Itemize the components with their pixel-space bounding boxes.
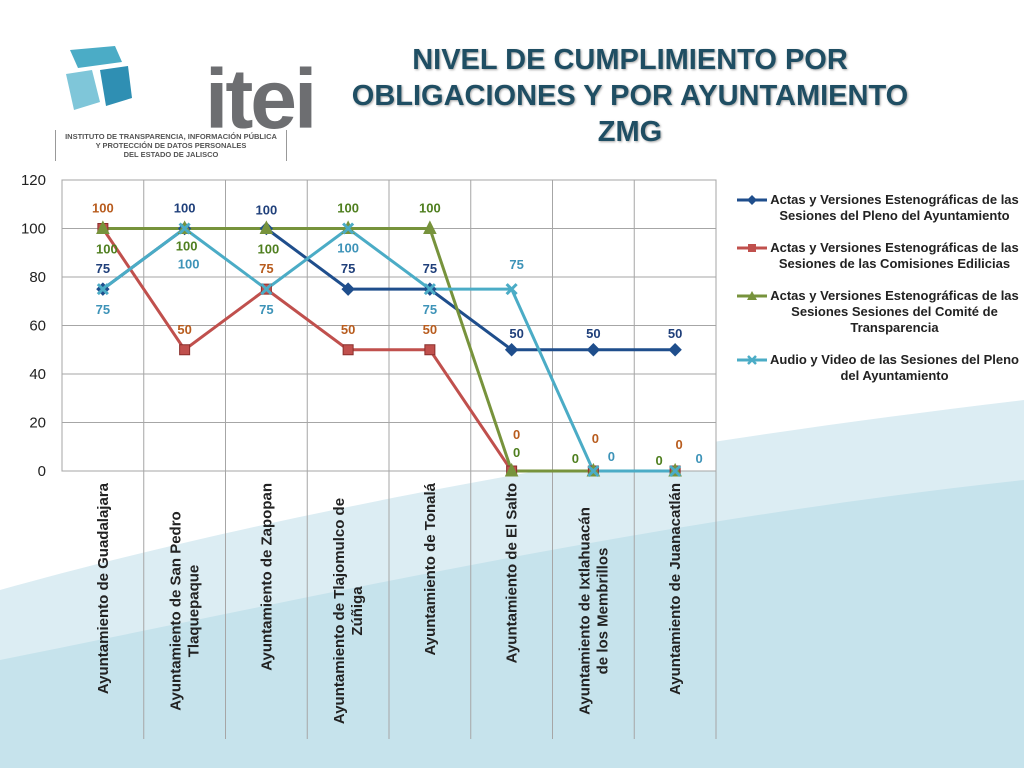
x-tick-label: Tlaquepaque [186, 565, 203, 658]
data-label: 100 [174, 201, 196, 216]
data-label: 75 [259, 302, 273, 317]
x-tick-label: Ayuntamiento de Zapopan [258, 483, 275, 671]
data-label: 100 [337, 241, 359, 256]
chart-legend: Actas y Versiones Estenográficas de las … [737, 192, 1022, 400]
series-1-point [341, 282, 355, 296]
data-label: 75 [96, 302, 110, 317]
data-label: 100 [256, 203, 278, 218]
data-label: 75 [96, 261, 110, 276]
data-label: 0 [676, 437, 683, 452]
x-tick-label: Ayuntamiento de Juanacatlán [667, 483, 684, 695]
y-tick-label: 40 [29, 366, 46, 383]
series-1-point [668, 343, 682, 357]
data-label: 75 [509, 257, 523, 272]
data-label: 75 [423, 302, 437, 317]
series-line-4 [101, 226, 676, 473]
data-label: 0 [656, 453, 663, 468]
legend-key-4 [737, 355, 767, 365]
legend-item-3: Actas y Versiones Estenográficas de las … [737, 288, 1022, 336]
series-3-point [96, 220, 110, 234]
series-3-point [504, 462, 519, 477]
data-label: 100 [92, 201, 114, 216]
data-label: 0 [513, 427, 520, 442]
logo-wordmark: itei [205, 52, 317, 146]
x-tick-label: Ayuntamiento de Ixtlahuacán [576, 507, 593, 715]
series-1-point [504, 343, 519, 357]
series-3-point [259, 220, 274, 234]
series-2-point [179, 344, 191, 356]
x-tick-label: Ayuntamiento de Tlajomulco de [331, 498, 348, 724]
data-label: 100 [178, 257, 200, 272]
series-3-point [423, 220, 437, 234]
page-title: NIVEL DE CUMPLIMIENTO POR OBLIGACIONES Y… [305, 42, 955, 150]
series-4-point [260, 283, 273, 296]
legend-item-4: Audio y Video de las Sesiones del Pleno … [737, 352, 1022, 384]
data-label: 100 [337, 201, 359, 216]
x-tick-label: Ayuntamiento de El Salto [504, 483, 521, 663]
y-tick-label: 0 [38, 463, 46, 480]
x-tick-label: de los Membrillos [594, 548, 611, 675]
data-label: 50 [423, 322, 437, 337]
x-tick-label: Ayuntamiento de San Pedro [168, 511, 185, 710]
legend-item-2: Actas y Versiones Estenográficas de las … [737, 240, 1022, 272]
data-label: 100 [176, 239, 198, 254]
data-label: 0 [572, 451, 579, 466]
y-tick-label: 100 [21, 221, 46, 238]
legend-key-3 [737, 291, 767, 300]
legend-key-2 [737, 244, 767, 252]
y-tick-label: 60 [29, 318, 46, 335]
series-4-point [423, 283, 436, 296]
title-line-2: OBLIGACIONES Y POR AYUNTAMIENTO [351, 80, 909, 112]
series-1-point [586, 343, 601, 357]
legend-label: Actas y Versiones Estenográficas de las … [770, 240, 1019, 271]
x-tick-label: Zúñiga [349, 586, 366, 636]
x-tick-label: Ayuntamiento de Guadalajara [95, 482, 112, 694]
series-4-point [96, 283, 109, 296]
logo-subtitle: INSTITUTO DE TRANSPARENCIA, INFORMACIÓN … [55, 130, 287, 161]
series-4-point [178, 222, 191, 235]
data-label: 50 [586, 326, 600, 341]
data-label: 75 [341, 261, 355, 276]
y-tick-label: 80 [29, 269, 46, 286]
legend-label: Actas y Versiones Estenográficas de las … [770, 288, 1019, 335]
data-label: 50 [509, 326, 523, 341]
data-label: 50 [668, 326, 682, 341]
data-label: 0 [608, 449, 615, 464]
itei-logo-mark [66, 46, 132, 110]
series-2-point [342, 344, 354, 356]
legend-key-1 [737, 195, 767, 205]
data-label: 50 [341, 322, 355, 337]
data-label: 0 [696, 451, 703, 466]
series-4-point [669, 464, 682, 478]
y-tick-label: 20 [29, 415, 46, 432]
data-label: 75 [423, 261, 437, 276]
data-label: 100 [258, 242, 280, 257]
itei-logo: itei INSTITUTO DE TRANSPARENCIA, INFORMA… [55, 35, 317, 165]
series-2-point [424, 344, 436, 356]
data-label: 50 [177, 322, 191, 337]
data-label: 0 [513, 445, 520, 460]
data-label: 75 [259, 261, 273, 276]
legend-label: Audio y Video de las Sesiones del Pleno … [770, 352, 1019, 383]
title-line-1: NIVEL DE CUMPLIMIENTO POR [412, 44, 848, 76]
data-label: 0 [592, 431, 599, 446]
data-label: 100 [419, 201, 441, 216]
series-line-3 [102, 227, 676, 473]
legend-label: Actas y Versiones Estenográficas de las … [770, 192, 1019, 223]
series-4-point [587, 464, 600, 478]
title-line-3: ZMG [597, 116, 663, 148]
x-tick-label: Ayuntamiento de Tonalá [422, 482, 439, 655]
legend-item-1: Actas y Versiones Estenográficas de las … [737, 192, 1022, 224]
series-4-point [342, 222, 355, 235]
y-tick-label: 120 [21, 172, 46, 189]
data-label: 100 [96, 242, 118, 257]
series-4-point [505, 283, 518, 296]
